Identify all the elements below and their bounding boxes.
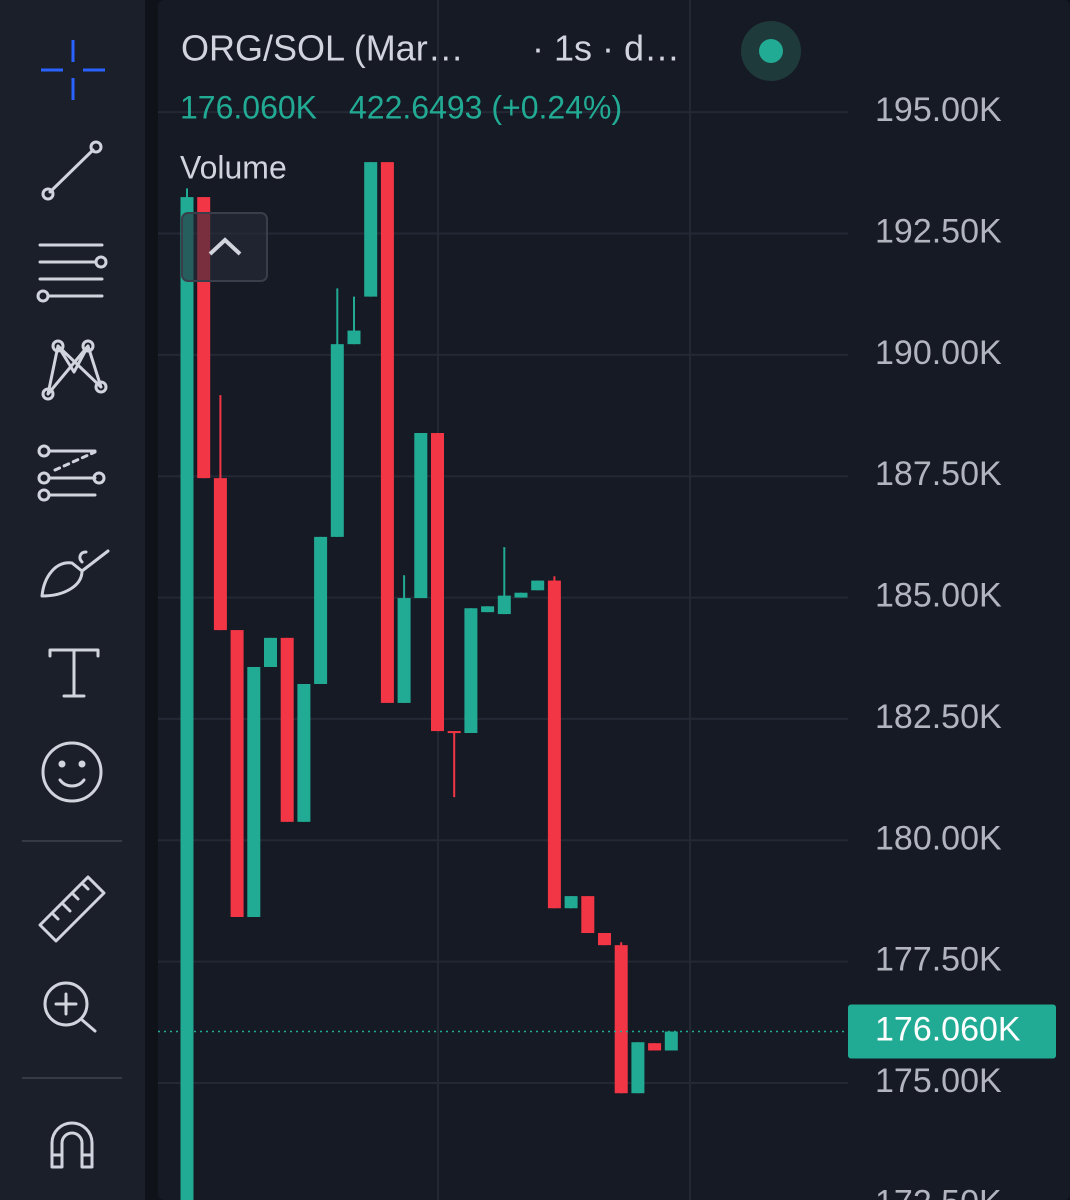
candle-body <box>314 536 328 684</box>
candle-body <box>614 945 628 1094</box>
fib-tool[interactable] <box>36 243 108 303</box>
candle-body <box>247 666 261 917</box>
candle-body <box>547 580 561 909</box>
last-price: 176.060K <box>180 89 317 125</box>
y-tick-label: 187.50K <box>875 455 1002 493</box>
projection-tool[interactable] <box>37 444 106 502</box>
candle-body <box>564 896 578 909</box>
y-tick-label: 195.00K <box>875 91 1002 129</box>
candle-body <box>364 162 378 297</box>
emoji-tool[interactable] <box>41 741 103 803</box>
y-tick-label: 177.50K <box>875 941 1002 979</box>
candle-body <box>648 1043 662 1051</box>
y-tick-label: 180.00K <box>875 819 1002 857</box>
brush-tool[interactable] <box>40 549 110 598</box>
y-tick-label: 185.00K <box>875 577 1002 615</box>
y-tick-label: 190.00K <box>875 334 1002 372</box>
collapse-button[interactable] <box>181 212 268 282</box>
toolbar <box>0 0 145 1200</box>
interval[interactable]: · 1s · d… <box>532 28 680 69</box>
candle-body <box>397 598 411 703</box>
candle-body <box>380 162 394 703</box>
trend-line-tool[interactable] <box>41 140 103 201</box>
candle-body <box>581 896 595 934</box>
text-tool[interactable] <box>48 648 100 698</box>
candle-body <box>347 330 361 345</box>
status-dot <box>759 39 783 63</box>
pattern-tool[interactable] <box>41 339 108 401</box>
last-price-label: 176.060K <box>875 1011 1021 1049</box>
candle-body <box>230 630 244 917</box>
indicator-label: Volume <box>180 149 287 185</box>
candle-body <box>447 731 461 734</box>
candle-body <box>280 637 294 822</box>
candle-body <box>414 433 428 599</box>
candle-body <box>514 592 528 598</box>
y-tick-label: 172.50K <box>875 1183 1002 1200</box>
ruler-tool[interactable] <box>38 875 106 943</box>
crosshair-tool[interactable] <box>41 40 105 100</box>
last-price-box <box>848 1004 1056 1059</box>
magnet-tool[interactable] <box>50 1121 94 1169</box>
candle-body <box>464 608 478 734</box>
candle-body <box>497 595 511 615</box>
candle-body <box>330 344 344 537</box>
y-tick-label: 175.00K <box>875 1062 1002 1100</box>
zoom-tool[interactable] <box>43 981 97 1033</box>
price-change: 422.6493 (+0.24%) <box>349 89 622 125</box>
y-tick-label: 192.50K <box>875 212 1002 250</box>
candle-body <box>481 606 495 613</box>
candle-body <box>631 1042 645 1094</box>
candle-body <box>180 197 194 1200</box>
candle-body <box>431 433 444 732</box>
symbol[interactable]: ORG/SOL (Mar… <box>181 28 464 69</box>
candle-body <box>664 1031 678 1051</box>
candle-body <box>213 478 227 631</box>
candle-body <box>297 683 311 822</box>
candle-body <box>531 580 545 591</box>
candle-body <box>598 933 611 946</box>
candle-body <box>264 637 277 667</box>
y-tick-label: 182.50K <box>875 698 1002 736</box>
